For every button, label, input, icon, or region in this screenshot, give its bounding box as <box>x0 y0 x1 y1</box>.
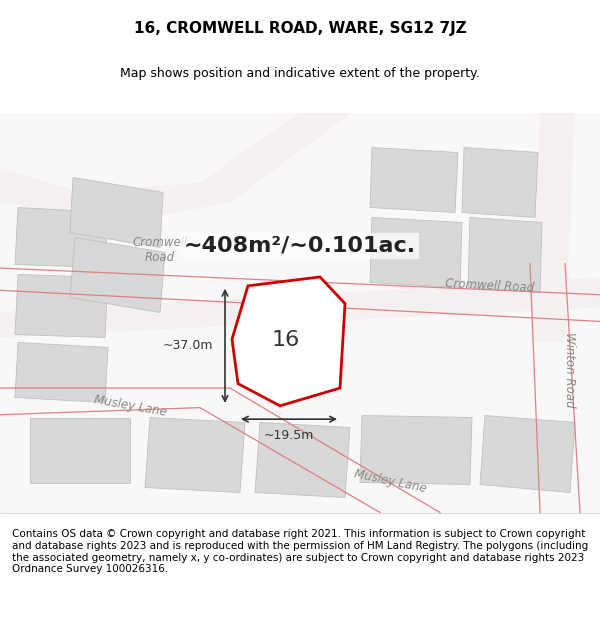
Polygon shape <box>360 416 472 484</box>
Polygon shape <box>530 112 575 342</box>
Text: 16: 16 <box>272 331 300 351</box>
Polygon shape <box>370 217 462 288</box>
Text: Contains OS data © Crown copyright and database right 2021. This information is : Contains OS data © Crown copyright and d… <box>12 529 588 574</box>
Polygon shape <box>30 418 130 482</box>
Polygon shape <box>480 416 575 492</box>
Text: Cromwell
Road: Cromwell Road <box>133 236 188 264</box>
Polygon shape <box>15 342 108 402</box>
Text: Cromwell Road: Cromwell Road <box>445 277 535 294</box>
Text: Map shows position and indicative extent of the property.: Map shows position and indicative extent… <box>120 67 480 79</box>
Polygon shape <box>468 217 542 292</box>
Text: 16, CROMWELL ROAD, WARE, SG12 7JZ: 16, CROMWELL ROAD, WARE, SG12 7JZ <box>134 21 466 36</box>
Polygon shape <box>0 62 420 222</box>
Polygon shape <box>0 278 600 338</box>
Text: ~408m²/~0.101ac.: ~408m²/~0.101ac. <box>184 236 416 256</box>
Polygon shape <box>70 177 163 248</box>
Text: Musley Lane: Musley Lane <box>353 468 427 496</box>
Polygon shape <box>70 238 165 312</box>
Text: ~19.5m: ~19.5m <box>264 429 314 442</box>
Polygon shape <box>462 148 538 218</box>
Polygon shape <box>15 208 108 268</box>
Polygon shape <box>370 148 458 213</box>
Text: Winton Road: Winton Road <box>563 332 577 408</box>
Text: Musley Lane: Musley Lane <box>92 393 167 419</box>
Polygon shape <box>145 418 245 492</box>
Polygon shape <box>232 277 345 406</box>
Polygon shape <box>255 422 350 498</box>
Polygon shape <box>15 274 108 338</box>
Text: ~37.0m: ~37.0m <box>163 339 213 352</box>
